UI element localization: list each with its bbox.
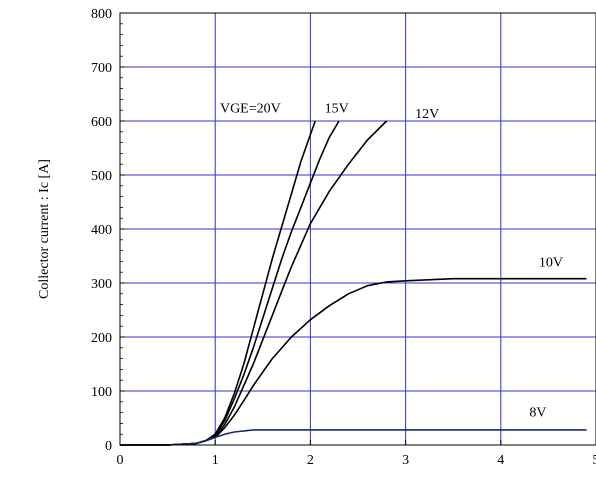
y-tick-label: 400: [91, 223, 112, 238]
axis-ticks: 0 1 2 3 4 5 0 100 200 300 400 500 600 700 800: [91, 7, 596, 468]
series-label: 8V: [529, 406, 546, 421]
series-label: 15V: [325, 102, 349, 117]
y-tick-label: 600: [91, 115, 112, 130]
series-label: 10V: [539, 255, 563, 270]
y-tick-label: 700: [91, 61, 112, 76]
x-tick-label: 4: [497, 453, 504, 468]
x-tick-label: 5: [593, 453, 596, 468]
series-line-8v: [120, 429, 587, 446]
y-tick-label: 500: [91, 169, 112, 184]
y-tick-label: 800: [91, 7, 112, 22]
y-tick-label: 0: [105, 439, 112, 454]
x-tick-label: 3: [402, 453, 409, 468]
y-tick-label: 100: [91, 385, 112, 400]
x-tick-label: 2: [307, 453, 314, 468]
series-lines: [120, 120, 587, 446]
series-line-10v: [120, 277, 587, 446]
y-tick-label: 300: [91, 277, 112, 292]
y-axis-title: Collector current : Ic [A]: [37, 159, 52, 299]
grid: [120, 13, 596, 445]
series-label: 12V: [415, 107, 439, 122]
series-labels: VGE=20V 15V 12V 10V 8V: [220, 102, 563, 421]
x-tick-label: 1: [212, 453, 219, 468]
series-label: VGE=20V: [220, 102, 281, 117]
y-tick-label: 200: [91, 331, 112, 346]
x-tick-label: 0: [117, 453, 124, 468]
